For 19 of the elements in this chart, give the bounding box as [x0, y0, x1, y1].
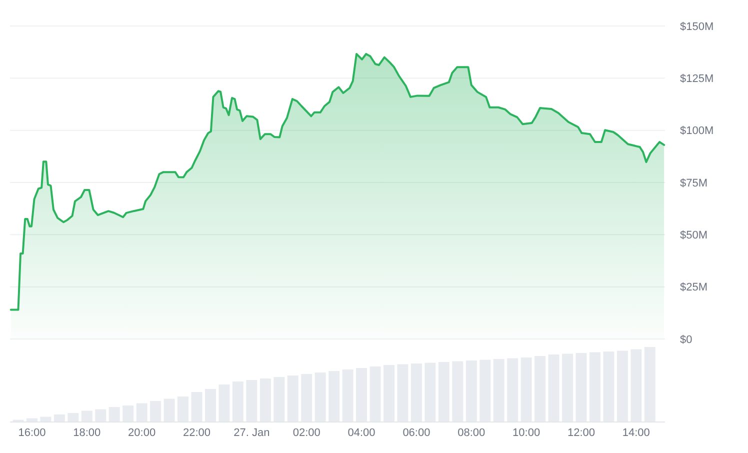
- x-tick-label: 06:00: [402, 427, 430, 439]
- x-tick-label: 22:00: [182, 427, 211, 439]
- y-tick-label: $125M: [680, 73, 714, 86]
- x-tick-label: 02:00: [292, 427, 320, 439]
- y-tick-label: $0: [680, 334, 692, 346]
- y-tick-label: $150M: [680, 20, 714, 33]
- x-tick-label: 14:00: [622, 427, 650, 439]
- y-tick-label: $75M: [680, 177, 708, 190]
- x-tick-label: 08:00: [458, 427, 486, 439]
- y-tick-label: $50M: [680, 230, 708, 242]
- x-tick-label: 10:00: [512, 427, 540, 439]
- y-tick-label: $100M: [680, 125, 714, 138]
- x-tick-label: 12:00: [567, 427, 596, 439]
- x-tick-label: 20:00: [128, 427, 156, 439]
- x-tick-label: 16:00: [18, 427, 46, 439]
- x-tick-label: 18:00: [73, 427, 101, 439]
- y-tick-label: $25M: [680, 282, 708, 294]
- x-tick-label: 04:00: [348, 427, 376, 439]
- x-tick-label: 27. Jan: [234, 427, 270, 439]
